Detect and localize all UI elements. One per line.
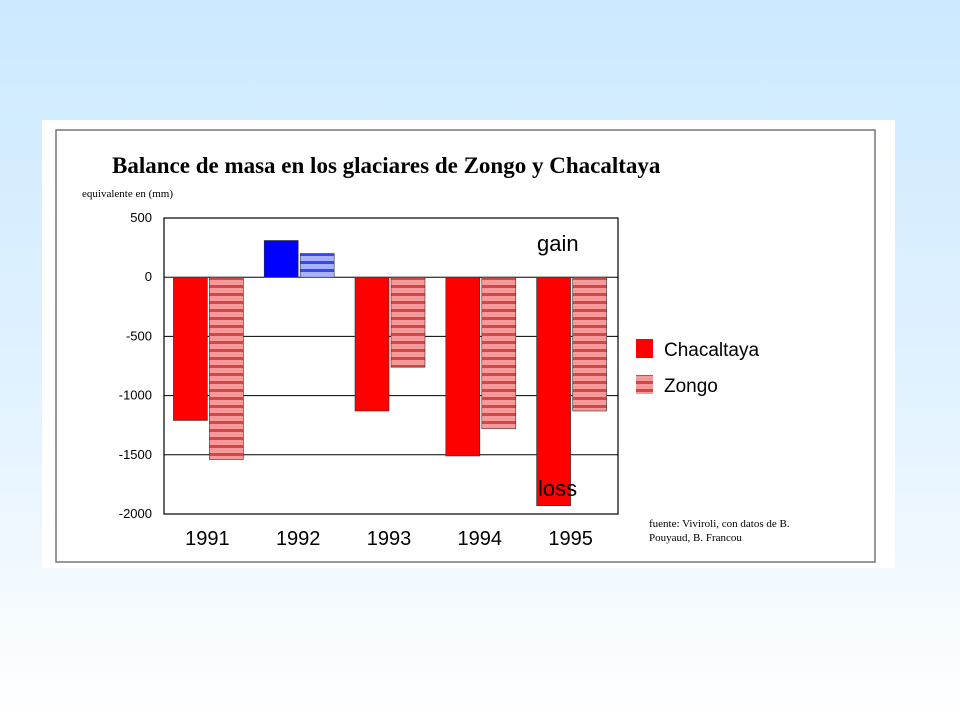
y-tick-label: -1000 (119, 388, 152, 403)
legend-swatch-zongo (636, 375, 653, 394)
chart-card: Balance de masa en los glaciares de Zong… (42, 120, 895, 568)
legend-label-zongo: Zongo (664, 376, 718, 397)
source-note-line-1: fuente: Viviroli, con datos de B. (649, 518, 790, 530)
y-tick-label: -2000 (119, 506, 152, 521)
y-tick-label: 0 (145, 269, 152, 284)
x-tick-label: 1995 (548, 528, 593, 550)
bar-chacaltaya-1992 (263, 240, 299, 278)
bar-zongo-1993 (390, 276, 426, 368)
x-tick-label: 1992 (276, 528, 321, 550)
x-tick-label: 1994 (458, 528, 503, 550)
bars (173, 240, 607, 507)
plot-area-border (163, 217, 619, 515)
x-tick-label: 1993 (367, 528, 412, 550)
loss-annotation: loss (538, 476, 577, 501)
y-tick-label: -500 (126, 328, 152, 343)
x-tick-label: 1991 (185, 528, 230, 550)
bar-zongo-1995 (572, 276, 607, 412)
bar-chacaltaya-1993 (354, 276, 390, 412)
y-axis-label: equivalente en (mm) (82, 188, 173, 200)
y-tick-label: -1500 (119, 447, 152, 462)
y-tick-label: 500 (130, 210, 152, 225)
bar-chacaltaya-1991 (173, 276, 208, 421)
bar-zongo-1994 (481, 276, 517, 430)
source-note-line-2: Pouyaud, B. Francou (649, 532, 742, 544)
legend-label-chacaltaya: Chacaltaya (664, 340, 759, 361)
bar-chacaltaya-1995 (536, 276, 571, 507)
gain-annotation: gain (537, 231, 579, 256)
bar-zongo-1992 (299, 253, 335, 278)
x-tick-labels: 1991 1992 1993 1994 1995 (185, 528, 593, 550)
y-tick-labels: 500 0 -500 -1000 -1500 -2000 (119, 210, 152, 521)
chart-frame (55, 129, 876, 563)
legend: Chacaltaya Zongo (636, 339, 759, 397)
bar-chacaltaya-1994 (445, 276, 481, 457)
mass-balance-chart: Balance de masa en los glaciares de Zong… (55, 129, 876, 563)
bar-zongo-1991 (209, 276, 244, 460)
chart-title: Balance de masa en los glaciares de Zong… (112, 153, 661, 178)
legend-swatch-chacaltaya (636, 339, 653, 358)
